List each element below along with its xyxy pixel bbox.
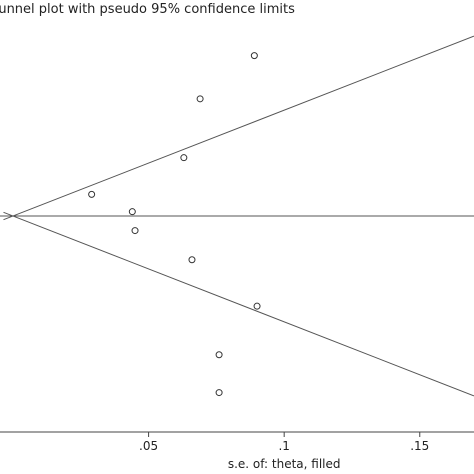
x-axis-label: s.e. of: theta, filled — [228, 457, 341, 471]
data-points — [88, 52, 261, 397]
data-point — [128, 208, 136, 216]
upper-confidence-limit-line — [3, 35, 474, 221]
chart-title: Filled funnel plot with pseudo 95% confi… — [0, 2, 295, 17]
lower-confidence-limit-line — [3, 211, 474, 397]
x-tick-label: .05 — [139, 439, 158, 453]
data-point — [215, 389, 223, 397]
data-point — [215, 351, 223, 359]
data-point — [250, 52, 258, 60]
data-point — [253, 302, 261, 310]
data-point — [196, 95, 204, 103]
reference-lines — [0, 35, 474, 397]
data-point — [131, 227, 139, 235]
x-tick-label: .15 — [410, 439, 429, 453]
data-point — [188, 256, 196, 264]
data-point — [88, 190, 96, 198]
data-point — [180, 154, 188, 162]
x-tick-label: .1 — [278, 439, 289, 453]
x-axis-ticks: .05 .1 .15 — [139, 432, 429, 453]
